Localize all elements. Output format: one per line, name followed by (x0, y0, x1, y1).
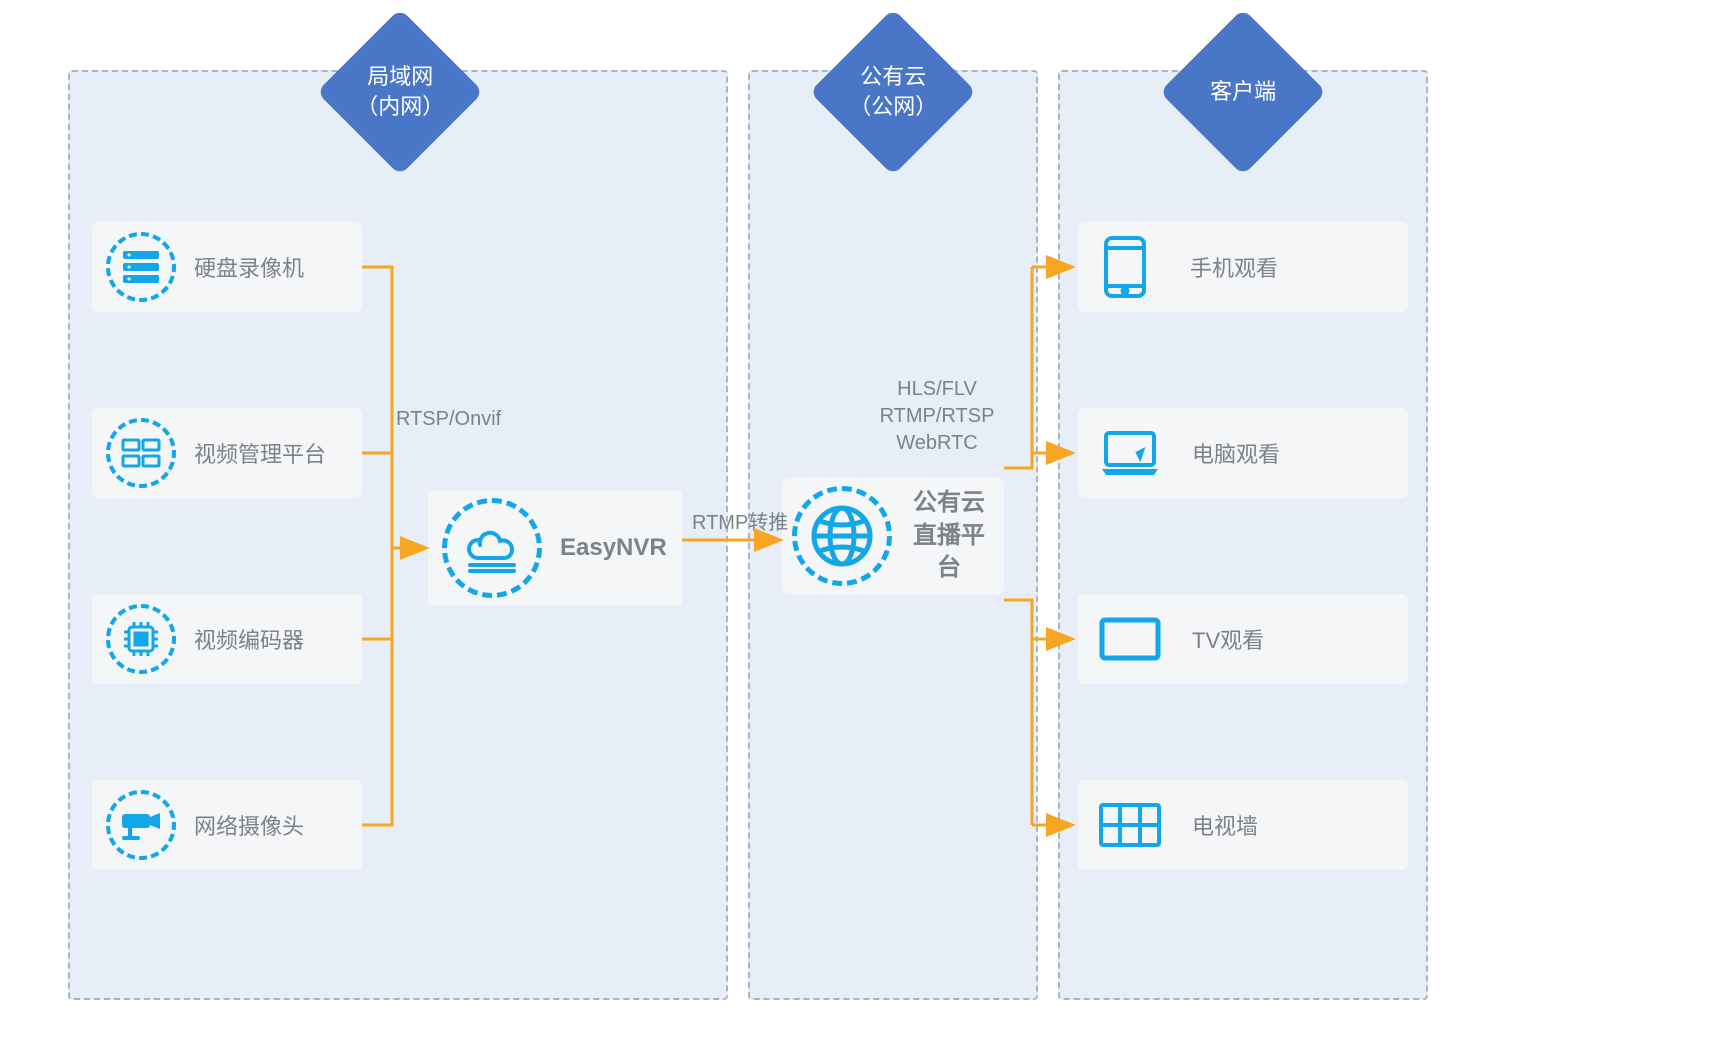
wall-icon (1098, 802, 1162, 848)
node-easynvr: EasyNVR (428, 490, 682, 606)
node-pc-label: 电脑观看 (1192, 437, 1280, 469)
label-rtsp: RTSP/Onvif (396, 406, 501, 433)
phone-icon (1102, 234, 1148, 300)
node-tv: TV观看 (1078, 594, 1408, 684)
node-encoder: 视频编码器 (92, 594, 362, 684)
diamond-cloud-label: 公有云（公网） (849, 62, 937, 121)
node-vms-label: 视频管理平台 (194, 437, 326, 469)
node-nvr-label: 硬盘录像机 (194, 251, 304, 283)
node-vms: 视频管理平台 (92, 408, 362, 498)
node-pc: 电脑观看 (1078, 408, 1408, 498)
nvr-icon (106, 232, 176, 302)
laptop-icon (1098, 429, 1162, 477)
node-phone-label: 手机观看 (1190, 251, 1278, 283)
label-out-protocols: HLS/FLV RTMP/RTSP WebRTC (872, 376, 1002, 457)
vms-icon (106, 418, 176, 488)
diamond-lan-label: 局域网（内网） (356, 62, 444, 121)
label-rtmp: RTMP转推 (692, 510, 788, 537)
node-phone: 手机观看 (1078, 222, 1408, 312)
ipcam-icon (106, 790, 176, 860)
node-nvr: 硬盘录像机 (92, 222, 362, 312)
node-ipcam: 网络摄像头 (92, 780, 362, 870)
node-tv-label: TV观看 (1192, 623, 1264, 655)
encoder-icon (106, 604, 176, 674)
node-easynvr-label: EasyNVR (560, 534, 667, 562)
easynvr-icon (442, 498, 542, 598)
tv-icon (1098, 616, 1162, 662)
node-cloud-platform: 公有云直播平台 (782, 478, 1004, 594)
diamond-client-label: 客户端 (1210, 77, 1276, 107)
node-wall: 电视墙 (1078, 780, 1408, 870)
node-wall-label: 电视墙 (1192, 809, 1258, 841)
globe-icon (792, 486, 892, 586)
node-cloud-label: 公有云直播平台 (904, 487, 994, 584)
node-ipcam-label: 网络摄像头 (194, 809, 304, 841)
node-encoder-label: 视频编码器 (194, 623, 304, 655)
